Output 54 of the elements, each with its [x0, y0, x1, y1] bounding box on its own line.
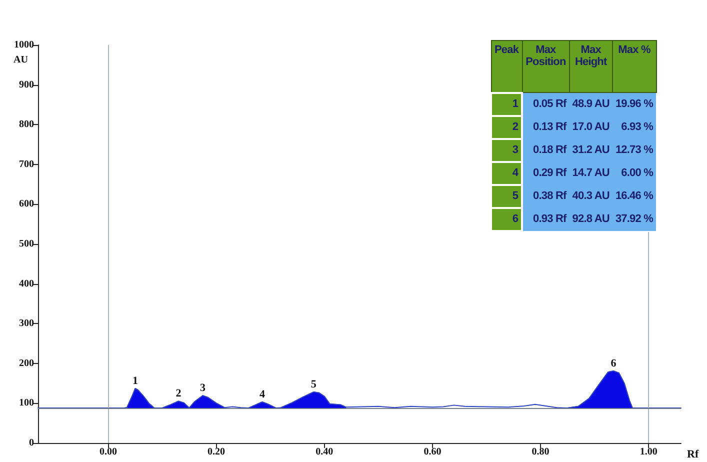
annotation: 12.73 %	[612, 138, 656, 162]
annotation: 37.92 %	[612, 208, 656, 230]
annotation: 0.29 Rf	[522, 162, 570, 184]
y-tick-label: 1000	[14, 40, 34, 50]
annotation: 40.3 AU	[569, 184, 612, 208]
annotation: 1	[491, 92, 522, 116]
x-tick-label: 0.20	[208, 446, 226, 458]
x-tick-label: 0.00	[99, 446, 117, 458]
y-tick-label: 400	[19, 278, 34, 290]
annotation: 5	[491, 184, 522, 208]
annotation: Max Height	[569, 40, 612, 92]
y-tick-label: 300	[19, 318, 34, 330]
y-tick-label: 700	[19, 158, 34, 170]
annotation: 4	[491, 162, 522, 184]
annotation: Max Position	[522, 40, 570, 92]
annotation: 92.8 AU	[569, 208, 612, 230]
line-series	[38, 370, 682, 408]
y-axis-title: AU	[14, 54, 28, 66]
annotation: 17.0 AU	[569, 116, 612, 138]
y-tick-label: 0	[29, 438, 34, 448]
annotation: 3	[491, 138, 522, 162]
annotation: 48.9 AU	[569, 92, 612, 116]
annotation: 2	[176, 388, 182, 400]
annotation: 0.18 Rf	[522, 138, 570, 162]
annotation: 6.93 %	[612, 116, 656, 138]
y-tick-label: 800	[19, 119, 34, 130]
annotation: 31.2 AU	[569, 138, 612, 162]
annotation: 0.93 Rf	[522, 208, 570, 230]
x-tick-label: 0.60	[424, 446, 442, 458]
annotation: Peak	[491, 40, 522, 92]
y-tick-label: 100	[19, 398, 34, 409]
annotation: 4	[259, 388, 266, 401]
x-tick-label: 1.00	[640, 446, 658, 458]
x-tick-label: 0.40	[316, 446, 334, 458]
annotation: 6	[610, 357, 617, 370]
annotation: 6	[491, 208, 522, 230]
annotation: 0.38 Rf	[522, 184, 570, 208]
y-tick-label: 200	[19, 358, 34, 369]
x-tick-label: 0.80	[532, 446, 550, 458]
annotation: 3	[200, 382, 206, 394]
y-tick-label: 600	[19, 198, 34, 210]
annotation: 6.00 %	[612, 162, 656, 184]
annotation: 19.96 %	[612, 92, 656, 116]
annotation: 16.46 %	[612, 184, 656, 208]
annotation: 2	[491, 116, 522, 138]
y-tick-label: 900	[19, 79, 34, 90]
annotation: 1	[132, 374, 138, 387]
x-axis-title: Rf	[687, 448, 699, 460]
y-tick-label: 500	[19, 238, 34, 250]
annotation: 0.05 Rf	[522, 92, 570, 116]
annotation: 14.7 AU	[569, 162, 612, 184]
annotation: 0.13 Rf	[522, 116, 570, 138]
annotation: 5	[310, 378, 317, 391]
annotation: Max %	[612, 40, 656, 92]
